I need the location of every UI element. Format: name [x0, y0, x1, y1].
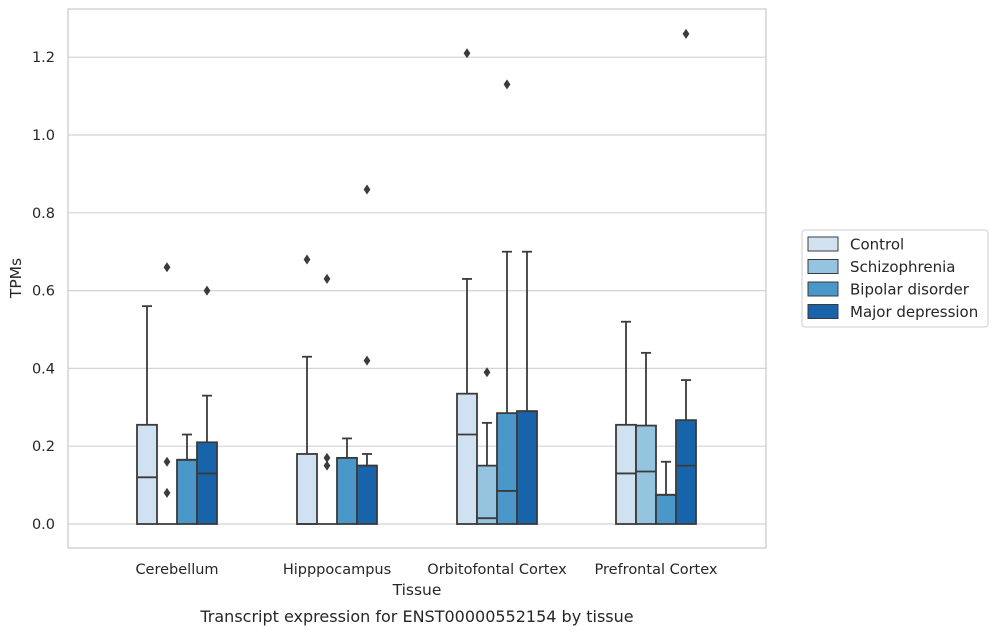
outlier-point	[483, 367, 491, 378]
x-tick-labels: Cerebellum Hipppocampus Orbitofontal Corte…	[135, 562, 717, 578]
legend-label: Control	[850, 236, 904, 254]
box-layer	[136, 28, 697, 525]
x-tick-label: Cerebellum	[135, 562, 218, 578]
box-body	[296, 453, 318, 525]
legend-item: Schizophrenia	[807, 258, 955, 276]
box-body	[655, 493, 677, 525]
outlier-point	[323, 273, 331, 284]
y-axis-title: TPMs	[7, 258, 25, 299]
plot-frame	[67, 8, 767, 549]
outlier-point	[463, 48, 471, 59]
legend-swatch	[807, 281, 839, 297]
outlier-point	[682, 28, 690, 39]
box-group	[655, 460, 677, 525]
legend-swatch	[807, 236, 839, 252]
box-group	[136, 305, 158, 525]
outlier-point	[323, 452, 331, 463]
y-tick-label: 0.6	[32, 284, 55, 300]
outlier-point	[323, 460, 331, 471]
legend-item: Bipolar disorder	[807, 281, 970, 299]
box-group	[196, 285, 218, 525]
chart-caption: Transcript expression for ENST0000055215…	[199, 607, 633, 626]
box-group	[296, 254, 318, 525]
outlier-point	[363, 184, 371, 195]
outlier-point	[503, 79, 511, 90]
legend: Control Schizophrenia Bipolar disorder Majo…	[801, 229, 989, 328]
outlier-point	[163, 262, 171, 273]
y-tick-label: 1.2	[32, 50, 55, 66]
legend-item: Control	[807, 236, 904, 254]
legend-frame	[801, 229, 989, 328]
outlier-point	[163, 487, 171, 498]
box-body	[516, 410, 538, 525]
legend-items: Control Schizophrenia Bipolar disorder Majo…	[807, 236, 978, 321]
box-body	[675, 419, 697, 525]
box-group	[157, 262, 177, 525]
x-tick-label: Hipppocampus	[283, 562, 391, 578]
x-axis-title: Tissue	[392, 581, 442, 599]
box-body	[356, 464, 378, 525]
y-tick-label: 0.8	[32, 206, 55, 222]
box-body	[476, 464, 498, 525]
box-group	[317, 273, 337, 525]
box-group	[635, 351, 657, 525]
box-body	[336, 456, 358, 525]
box-group	[615, 320, 637, 525]
outlier-point	[203, 285, 211, 296]
x-tick-label: Prefrontal Cortex	[595, 562, 718, 578]
box-body	[496, 412, 518, 525]
x-tick-label: Orbitofontal Cortex	[427, 562, 567, 578]
legend-swatch	[807, 304, 839, 319]
outlier-point	[163, 456, 171, 467]
legend-swatch	[807, 259, 839, 274]
box-body	[196, 441, 218, 525]
legend-item: Major depression	[807, 303, 978, 321]
box-body	[615, 423, 637, 525]
box-group	[456, 48, 478, 525]
legend-label: Major depression	[850, 303, 978, 321]
box-group	[516, 250, 538, 525]
y-tick-labels: 0.0 0.2 0.4 0.6 0.8 1.0 1.2	[32, 50, 55, 533]
box-body	[456, 392, 478, 525]
box-body	[176, 458, 198, 525]
y-tick-label: 0.0	[32, 517, 55, 533]
y-tick-label: 0.2	[32, 439, 55, 455]
legend-label: Bipolar disorder	[850, 281, 970, 299]
y-tick-label: 0.4	[32, 361, 55, 377]
outlier-point	[303, 254, 311, 265]
box-group	[675, 28, 697, 525]
box-group	[356, 184, 378, 525]
box-body	[635, 424, 657, 525]
outlier-point	[363, 355, 371, 366]
y-tick-label: 1.0	[32, 128, 55, 144]
legend-label: Schizophrenia	[850, 258, 955, 276]
box-body	[136, 423, 158, 525]
